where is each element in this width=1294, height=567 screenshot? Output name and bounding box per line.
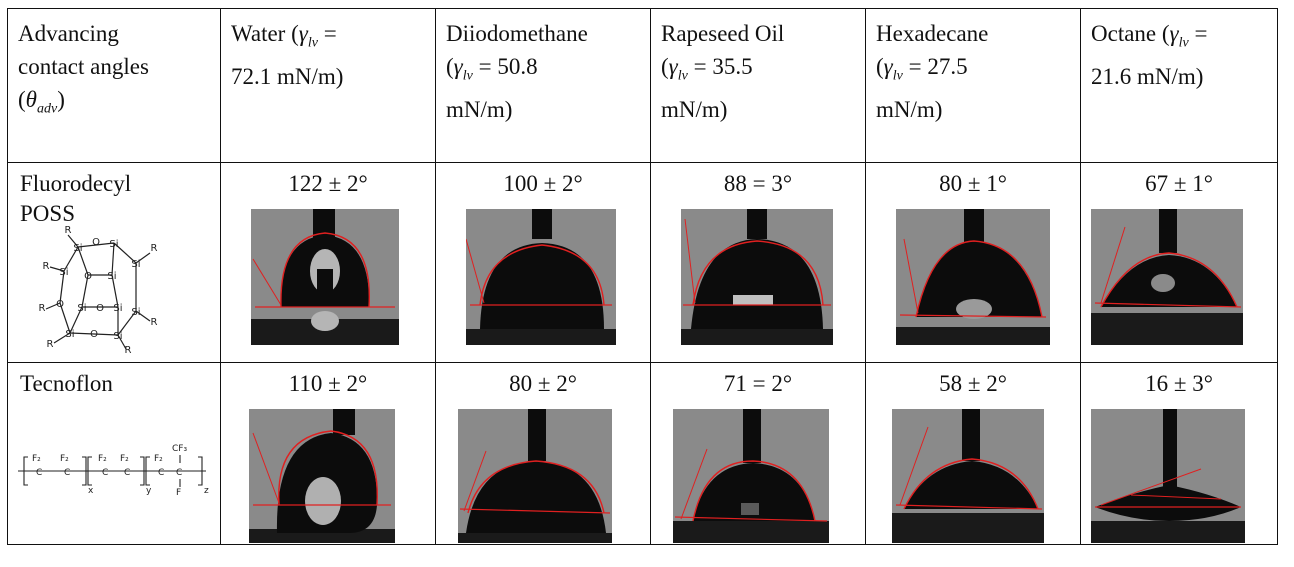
angle-cell-poss-water: 122 ± 2° — [220, 162, 436, 363]
angle-cell-poss-rapeseed-oil: 88 = 3° — [650, 162, 866, 363]
angle-cell-tecnoflon-diiodomethane: 80 ± 2° — [435, 362, 651, 545]
droplet-photo-tecnoflon-rapeseed-oil — [673, 409, 829, 543]
table-row-tecnoflon: Tecnoflon F₂ C F₂ C x F₂ C F₂ C y F₂ C — [7, 362, 1278, 545]
svg-text:Si: Si — [77, 303, 86, 314]
droplet-photo-poss-rapeseed-oil — [681, 209, 833, 345]
row-label-tecnoflon: Tecnoflon F₂ C F₂ C x F₂ C F₂ C y F₂ C — [7, 362, 221, 545]
droplet-photo-poss-octane — [1091, 209, 1243, 345]
svg-text:C: C — [158, 468, 164, 478]
svg-text:O: O — [56, 299, 64, 310]
row-label-line-2: POSS — [20, 201, 75, 226]
svg-text:O: O — [90, 329, 98, 340]
header-hexadecane: Hexadecane (γlv = 27.5 mN/m) — [865, 8, 1081, 163]
droplet-photo-tecnoflon-octane — [1091, 409, 1245, 543]
svg-text:z: z — [204, 486, 209, 496]
svg-text:F: F — [176, 488, 181, 497]
svg-text:CF₃: CF₃ — [172, 444, 187, 454]
header-water: Water (γlv = 72.1 mN/m) — [220, 8, 436, 163]
droplet-photo-poss-water — [251, 209, 399, 345]
header-diiodomethane: Diiodomethane (γlv = 50.8 mN/m) — [435, 8, 651, 163]
header-rapeseed-oil: Rapeseed Oil (γlv = 35.5 mN/m) — [650, 8, 866, 163]
droplet-photo-tecnoflon-water — [249, 409, 395, 543]
svg-text:F₂: F₂ — [60, 454, 69, 464]
row-label-poss: Fluorodecyl POSS — [7, 162, 221, 363]
angle-cell-tecnoflon-water: 110 ± 2° — [220, 362, 436, 545]
svg-text:O: O — [92, 237, 100, 248]
corner-line-2: contact angles — [18, 54, 149, 79]
theta-symbol: θ — [25, 87, 37, 112]
svg-text:R: R — [151, 243, 158, 254]
contact-angle-table: Advancing contact angles (θadv) Water (γ… — [7, 8, 1278, 545]
angle-cell-tecnoflon-hexadecane: 58 ± 2° — [865, 362, 1081, 545]
svg-text:R: R — [151, 317, 158, 328]
svg-text:Si: Si — [59, 267, 68, 278]
theta-sub: adv — [36, 101, 58, 117]
svg-text:x: x — [88, 486, 94, 496]
svg-text:C: C — [64, 468, 70, 478]
angle-cell-poss-diiodomethane: 100 ± 2° — [435, 162, 651, 363]
svg-text:R: R — [43, 261, 50, 272]
svg-text:Si: Si — [131, 307, 140, 318]
svg-text:Si: Si — [107, 271, 116, 282]
svg-text:Si: Si — [113, 331, 122, 342]
poss-structure-image: Si O Si Si Si O Si O Si O Si Si Si O Si R R R R R… — [39, 225, 158, 355]
header-octane: Octane (γlv = 21.6 mN/m) — [1080, 8, 1278, 163]
droplet-photo-tecnoflon-diiodomethane — [458, 409, 612, 543]
svg-text:C: C — [176, 468, 182, 478]
droplet-photo-tecnoflon-hexadecane — [892, 409, 1044, 543]
svg-text:F₂: F₂ — [32, 454, 41, 464]
droplet-photo-poss-hexadecane — [896, 209, 1050, 345]
svg-text:O: O — [84, 271, 92, 282]
svg-text:Si: Si — [65, 329, 74, 340]
svg-text:Si: Si — [109, 239, 118, 250]
droplet-photo-poss-diiodomethane — [466, 209, 616, 345]
row-label-line-1: Tecnoflon — [20, 371, 113, 396]
svg-text:Si: Si — [73, 243, 82, 254]
angle-cell-tecnoflon-rapeseed-oil: 71 = 2° — [650, 362, 866, 545]
angle-cell-poss-hexadecane: 80 ± 1° — [865, 162, 1081, 363]
angle-cell-poss-octane: 67 ± 1° — [1080, 162, 1278, 363]
svg-text:y: y — [146, 486, 152, 496]
svg-text:R: R — [47, 339, 54, 350]
svg-text:R: R — [125, 345, 132, 355]
header-row: Advancing contact angles (θadv) Water (γ… — [7, 8, 1278, 163]
svg-text:F₂: F₂ — [120, 454, 129, 464]
svg-text:R: R — [65, 225, 72, 236]
svg-text:O: O — [96, 303, 104, 314]
svg-text:C: C — [102, 468, 108, 478]
svg-text:F₂: F₂ — [154, 454, 163, 464]
table-row-poss: Fluorodecyl POSS — [7, 162, 1278, 363]
svg-text:C: C — [124, 468, 130, 478]
svg-text:C: C — [36, 468, 42, 478]
svg-text:F₂: F₂ — [98, 454, 107, 464]
svg-text:Si: Si — [113, 303, 122, 314]
corner-line-1: Advancing — [18, 21, 119, 46]
svg-text:R: R — [39, 303, 46, 314]
corner-header-cell: Advancing contact angles (θadv) — [7, 8, 221, 163]
row-label-line-1: Fluorodecyl — [20, 171, 132, 196]
tecnoflon-structure-image: F₂ C F₂ C x F₂ C F₂ C y F₂ C CF₃ C F z — [18, 444, 209, 497]
angle-cell-tecnoflon-octane: 16 ± 3° — [1080, 362, 1278, 545]
svg-text:Si: Si — [131, 259, 140, 270]
